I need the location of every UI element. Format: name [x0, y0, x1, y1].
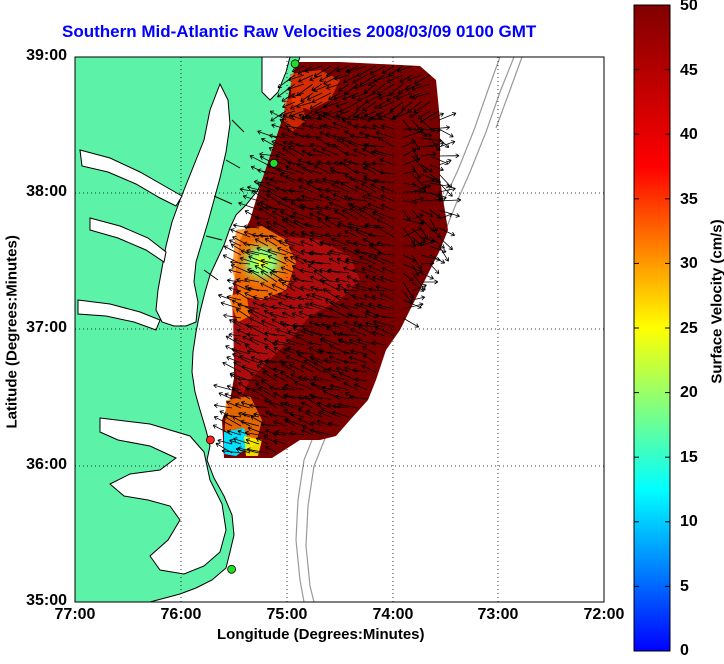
radar-station-marker [270, 159, 278, 167]
colorbar-label: Surface Velocity (cm/s) [709, 202, 724, 402]
colorbar-tick-label: 40 [680, 126, 698, 144]
x-tick-label: 73:00 [468, 606, 528, 624]
colorbar-tick-label: 5 [680, 578, 689, 596]
colorbar-tick-label: 10 [680, 513, 698, 531]
radar-station-marker [206, 436, 214, 444]
radar-station-marker [291, 60, 299, 68]
x-axis-label: Longitude (Degrees:Minutes) [217, 626, 425, 643]
x-tick-label: 77:00 [45, 606, 105, 624]
radar-station-marker [228, 565, 236, 573]
x-tick-label: 72:00 [574, 606, 634, 624]
chart-title: Southern Mid-Atlantic Raw Velocities 200… [62, 22, 536, 42]
colorbar-tick-label: 35 [680, 191, 698, 209]
x-tick-label: 76:00 [151, 606, 211, 624]
colorbar-tick-label: 25 [680, 320, 698, 338]
colorbar-tick-label: 15 [680, 449, 698, 467]
y-tick-label: 38:00 [11, 183, 67, 201]
colorbar [634, 5, 670, 651]
x-tick-label: 74:00 [363, 606, 423, 624]
colorbar-tick-label: 20 [680, 384, 698, 402]
y-tick-label: 36:00 [11, 456, 67, 474]
colorbar-tick-label: 0 [680, 642, 689, 660]
colorbar-tick-label: 50 [680, 0, 698, 15]
y-axis-label: Latitude (Degrees:Minutes) [4, 249, 21, 429]
y-tick-label: 37:00 [11, 319, 67, 337]
colorbar-tick-label: 30 [680, 255, 698, 273]
y-tick-label: 39:00 [11, 47, 67, 65]
x-tick-label: 75:00 [257, 606, 317, 624]
colorbar-tick-label: 45 [680, 62, 698, 80]
